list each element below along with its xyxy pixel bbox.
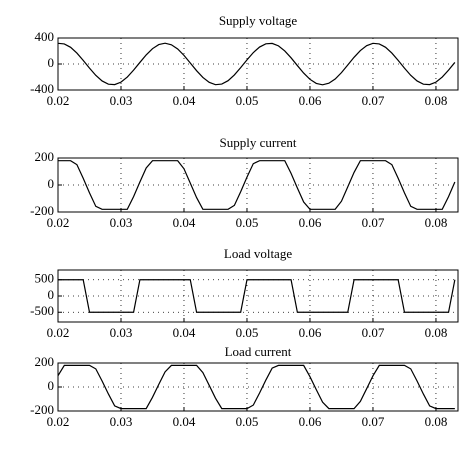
x-tick-label: 0.06 bbox=[299, 414, 322, 429]
y-tick-label: 200 bbox=[35, 354, 55, 369]
x-tick-label: 0.06 bbox=[299, 325, 322, 340]
x-tick-label: 0.04 bbox=[173, 325, 196, 340]
x-tick-label: 0.04 bbox=[173, 215, 196, 230]
x-tick-label: 0.04 bbox=[173, 93, 196, 108]
y-tick-label: -400 bbox=[30, 81, 54, 96]
plot-frame bbox=[57, 362, 459, 412]
y-tick-label: 0 bbox=[48, 55, 55, 70]
x-tick-label: 0.08 bbox=[425, 93, 448, 108]
x-tick-label: 0.03 bbox=[110, 215, 133, 230]
plot-frame bbox=[57, 157, 459, 213]
x-tick-label: 0.02 bbox=[47, 93, 70, 108]
y-tick-label: 0 bbox=[48, 176, 55, 191]
plot-frame bbox=[57, 37, 459, 91]
x-tick-label: 0.05 bbox=[236, 325, 259, 340]
x-tick-label: 0.02 bbox=[47, 414, 70, 429]
waveform bbox=[57, 42, 456, 86]
x-tick-label: 0.07 bbox=[362, 215, 385, 230]
x-tick-label: 0.03 bbox=[110, 414, 133, 429]
x-tick-label: 0.05 bbox=[236, 93, 259, 108]
panel-title: Load current bbox=[225, 344, 292, 359]
x-tick-label: 0.07 bbox=[362, 325, 385, 340]
panel-title: Supply current bbox=[220, 135, 297, 150]
y-tick-label: 400 bbox=[35, 29, 55, 44]
y-tick-label: -200 bbox=[30, 402, 54, 417]
x-tick-label: 0.06 bbox=[299, 215, 322, 230]
x-tick-label: 0.06 bbox=[299, 93, 322, 108]
panel-title: Load voltage bbox=[224, 246, 292, 261]
y-tick-label: 0 bbox=[48, 287, 55, 302]
x-tick-label: 0.05 bbox=[236, 215, 259, 230]
y-tick-label: 500 bbox=[35, 271, 55, 286]
x-tick-label: 0.08 bbox=[425, 325, 448, 340]
x-tick-label: 0.05 bbox=[236, 414, 259, 429]
x-tick-label: 0.07 bbox=[362, 414, 385, 429]
x-tick-label: 0.02 bbox=[47, 215, 70, 230]
y-tick-label: 200 bbox=[35, 149, 55, 164]
waveform bbox=[57, 364, 455, 410]
y-tick-label: 0 bbox=[48, 378, 55, 393]
x-tick-label: 0.08 bbox=[425, 414, 448, 429]
x-tick-label: 0.03 bbox=[110, 93, 133, 108]
y-tick-label: -200 bbox=[30, 203, 54, 218]
y-tick-label: -500 bbox=[30, 303, 54, 318]
plot-frame bbox=[57, 269, 459, 323]
panel-title: Supply voltage bbox=[219, 13, 298, 28]
x-tick-label: 0.02 bbox=[47, 325, 70, 340]
x-tick-label: 0.08 bbox=[425, 215, 448, 230]
x-tick-label: 0.04 bbox=[173, 414, 196, 429]
x-tick-label: 0.03 bbox=[110, 325, 133, 340]
waveform bbox=[58, 160, 456, 210]
waveform bbox=[58, 279, 456, 313]
x-tick-label: 0.07 bbox=[362, 93, 385, 108]
